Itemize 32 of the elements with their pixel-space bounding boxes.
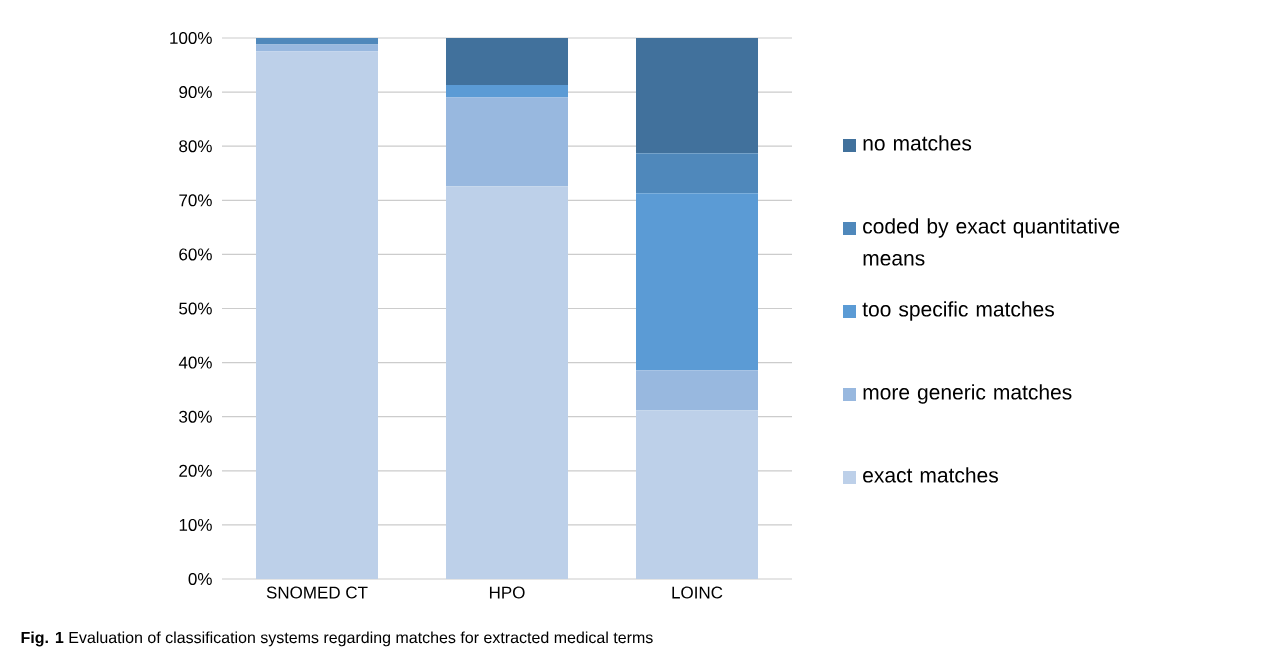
bar: [636, 153, 759, 194]
legend-label: more generic matches: [863, 384, 1072, 404]
y-tick-label: 0%: [188, 572, 212, 586]
y-tick-label: 20%: [179, 464, 212, 477]
y-tick-label: 50%: [179, 302, 212, 315]
text: Fig. 1 Evaluation of classification systems regarding matches for extracted medical terms: [21, 631, 653, 647]
y-tick-label: 30%: [179, 410, 212, 423]
y-tick-label: 70%: [179, 194, 212, 207]
x-tick-label: HPO: [489, 586, 525, 599]
bar: [446, 186, 569, 579]
y-tick-label: 60%: [179, 248, 212, 261]
y-tick-label: 80%: [179, 140, 212, 153]
legend-label: coded by exact quantitative means: [863, 218, 1120, 266]
bar: [256, 51, 379, 579]
bar: [256, 44, 379, 52]
x-tick-label: SNOMED CT: [266, 586, 368, 599]
legend-label: no matches: [863, 135, 972, 151]
bar: [636, 410, 759, 579]
y-tick-label: 10%: [179, 518, 212, 531]
bar: [256, 38, 379, 45]
y-tick-label: 90%: [179, 86, 212, 99]
bar: [446, 85, 569, 98]
bar: [636, 193, 759, 371]
bar: [446, 97, 569, 187]
y-tick-label: 40%: [178, 356, 212, 369]
y-tick-label: 100%: [170, 31, 212, 45]
x-tick-label: LOINC: [672, 586, 723, 599]
legend-label: exact matches: [863, 467, 998, 483]
bar: [446, 38, 569, 86]
bar: [636, 38, 759, 154]
bar: [636, 370, 759, 411]
legend-label: too specific matches: [862, 301, 1054, 321]
